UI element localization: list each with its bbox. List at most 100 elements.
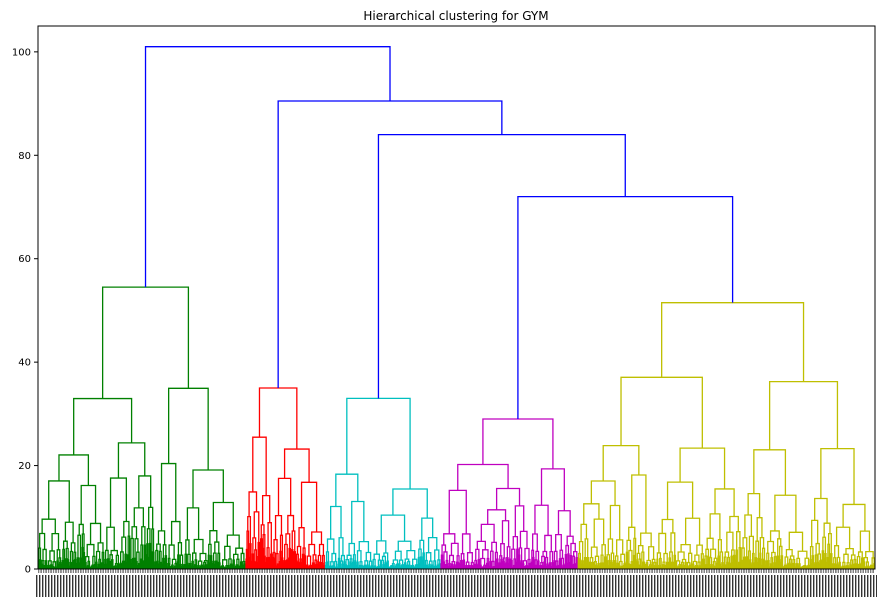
dendrogram-link: [692, 563, 695, 569]
dendrogram-link: [786, 563, 790, 569]
dendrogram-link: [146, 543, 149, 569]
dendrogram-link: [860, 562, 863, 569]
dendrogram-link: [200, 564, 204, 569]
dendrogram-link: [726, 561, 729, 569]
dendrogram-link: [595, 564, 598, 569]
plot-frame: [37, 25, 876, 570]
dendrogram-link: [811, 519, 819, 547]
dendrogram-link: [637, 544, 644, 554]
dendrogram-link: [377, 133, 626, 399]
dendrogram-link: [106, 558, 110, 569]
dendrogram-link: [109, 477, 128, 528]
dendrogram-link: [204, 564, 207, 569]
dendrogram-link: [104, 549, 109, 560]
dendrogram-link: [335, 566, 338, 569]
dendrogram-link: [648, 565, 651, 569]
dendrogram-link: [56, 560, 59, 569]
dendrogram-link: [714, 488, 735, 517]
dendrogram-link: [583, 503, 600, 525]
dendrogram-link: [482, 549, 489, 559]
dendrogram-link: [285, 559, 289, 569]
dendrogram-link: [450, 563, 454, 569]
dendrogram-link: [865, 566, 868, 569]
dendrogram-link: [569, 561, 572, 569]
dendrogram-link: [121, 536, 127, 555]
dendrogram-link: [750, 564, 754, 569]
dendrogram-link: [44, 564, 47, 569]
dendrogram-link: [252, 436, 267, 496]
dendrogram-link: [524, 547, 530, 561]
dendrogram-link: [145, 554, 148, 569]
dendrogram-link: [85, 555, 90, 563]
dendrogram-link: [214, 560, 218, 569]
dendrogram-link: [207, 554, 210, 569]
dendrogram-link: [784, 556, 789, 566]
dendrogram-link: [717, 555, 720, 569]
dendrogram-link: [748, 535, 754, 554]
dendrogram-link: [489, 550, 494, 562]
dendrogram-link: [508, 562, 511, 569]
dendrogram-link: [430, 564, 434, 569]
dendrogram-link: [59, 561, 62, 569]
dendrogram-link: [86, 543, 95, 557]
dendrogram-link: [103, 563, 107, 569]
dendrogram-link: [633, 537, 637, 560]
dendrogram-link: [306, 555, 312, 566]
dendrogram-link: [763, 559, 766, 569]
dendrogram-link: [428, 563, 431, 569]
dendrogram-link: [797, 565, 800, 569]
dendrogram-link: [642, 565, 645, 569]
dendrogram-link: [89, 522, 102, 545]
dendrogram-link: [485, 562, 489, 569]
dendrogram-link: [448, 489, 467, 534]
dendrogram-link: [432, 565, 435, 569]
dendrogram-link: [814, 562, 817, 569]
dendrogram-link: [433, 560, 437, 567]
dendrogram-link: [512, 535, 519, 550]
dendrogram-link: [842, 503, 866, 532]
dendrogram-link: [248, 491, 258, 517]
dendrogram-link: [114, 565, 117, 569]
dendrogram-link: [358, 540, 370, 553]
dendrogram-link: [821, 559, 824, 569]
dendrogram-link: [809, 559, 812, 569]
dendrogram-link: [704, 555, 708, 565]
dendrogram-link: [742, 562, 745, 569]
dendrogram-link: [73, 397, 133, 455]
dendrogram-link: [199, 566, 202, 569]
dendrogram-link: [788, 531, 804, 552]
dendrogram-link: [48, 560, 52, 566]
dendrogram-link: [496, 558, 499, 569]
dendrogram-link: [766, 552, 770, 562]
dendrogram-link: [772, 565, 775, 569]
dendrogram-link: [373, 565, 377, 569]
x-leaf-label-band: [36, 575, 877, 597]
dendrogram-link: [419, 556, 423, 569]
dendrogram-link: [281, 557, 284, 569]
dendrogram-link: [778, 545, 783, 560]
dendrogram-link: [65, 547, 69, 560]
dendrogram-link: [588, 561, 592, 569]
dendrogram-link: [455, 561, 459, 569]
dendrogram-link: [495, 565, 498, 569]
dendrogram-link: [330, 505, 342, 540]
dendrogram-link: [95, 561, 98, 569]
dendrogram-link: [696, 544, 703, 556]
dendrogram-link: [146, 528, 151, 544]
dendrogram-link: [129, 559, 132, 569]
dendrogram-link: [276, 565, 279, 569]
dendrogram-link: [77, 534, 82, 559]
dendrogram-link: [475, 548, 480, 561]
dendrogram-link: [761, 558, 764, 569]
dendrogram-link: [626, 539, 632, 553]
dendrogram-link: [118, 564, 122, 569]
dendrogram-link: [212, 552, 217, 562]
dendrogram-link: [868, 566, 872, 569]
dendrogram-link: [856, 563, 859, 569]
dendrogram-link: [603, 563, 606, 569]
dendrogram-link: [609, 504, 621, 540]
dendrogram-link: [566, 562, 569, 569]
dendrogram-link: [424, 559, 428, 566]
dendrogram-link: [313, 564, 317, 569]
dendrogram-link: [272, 556, 275, 569]
